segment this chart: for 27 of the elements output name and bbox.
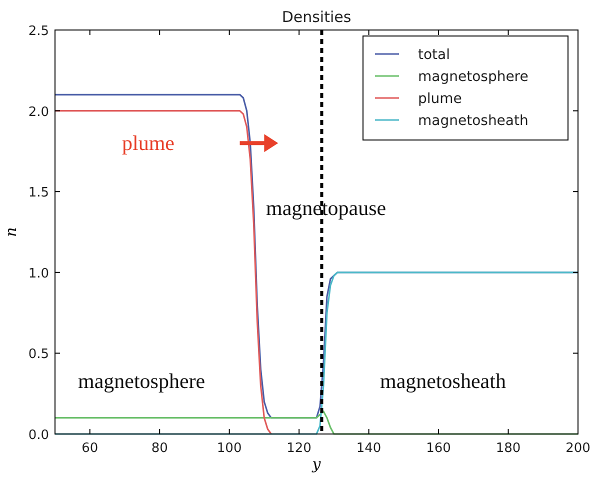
legend-label: magnetosphere xyxy=(418,69,528,85)
annotation: magnetosphere xyxy=(78,369,206,393)
legend-label: total xyxy=(418,47,450,63)
x-tick-label: 120 xyxy=(286,441,312,456)
y-tick-label: 1.0 xyxy=(28,266,49,282)
x-tick-label: 200 xyxy=(566,441,590,456)
x-axis-title: y xyxy=(311,455,322,473)
x-tick-label: 180 xyxy=(496,441,521,456)
annotation: plume xyxy=(122,131,174,155)
x-tick-label: 80 xyxy=(151,441,168,456)
y-tick-label: 0.5 xyxy=(28,347,49,362)
legend-label: plume xyxy=(418,91,462,107)
x-tick-label: 140 xyxy=(356,441,382,456)
x-tick-label: 100 xyxy=(216,441,242,456)
chart-title: Densities xyxy=(282,8,352,26)
y-tick-label: 0.0 xyxy=(28,428,49,443)
x-tick-label: 160 xyxy=(426,441,451,456)
y-tick-label: 2.0 xyxy=(28,104,49,120)
annotation: magnetosheath xyxy=(380,369,506,393)
line-series xyxy=(54,410,579,435)
x-tick-label: 60 xyxy=(82,441,98,456)
legend-label: magnetosheath xyxy=(418,113,528,129)
annotation: magnetopause xyxy=(266,196,386,220)
y-axis-title: n xyxy=(2,227,20,237)
y-tick-label: 2.5 xyxy=(28,24,49,39)
y-tick-label: 1.5 xyxy=(28,186,49,201)
line-series xyxy=(54,272,579,435)
